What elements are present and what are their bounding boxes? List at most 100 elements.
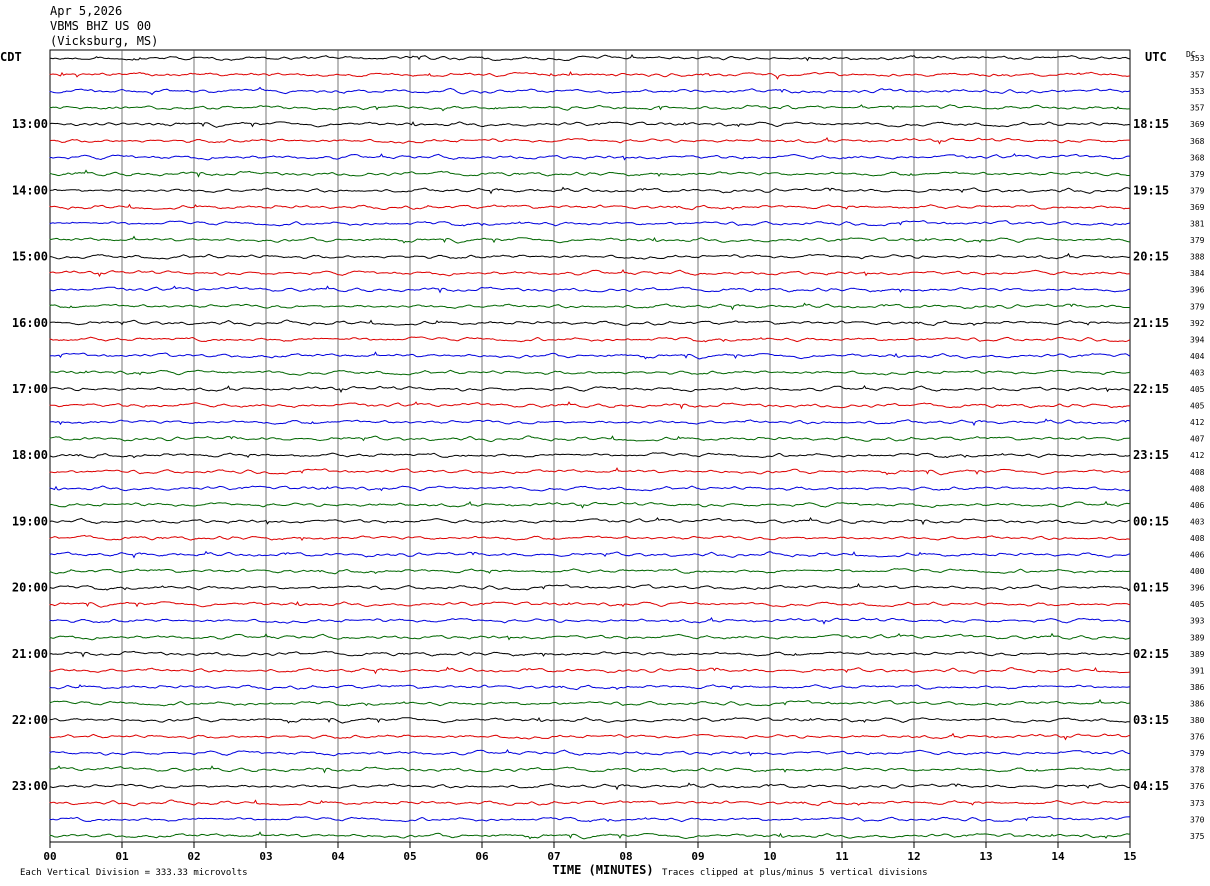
cdt-axis-label: CDT (0, 50, 22, 64)
dc-offset-label: 375 (1190, 832, 1205, 841)
cdt-hour-label: 23:00 (12, 779, 48, 793)
trace-line-37 (49, 666, 1131, 675)
x-tick-label: 04 (331, 850, 345, 863)
x-tick-label: 15 (1123, 850, 1136, 863)
dc-offset-label: 386 (1190, 699, 1205, 708)
dc-offset-label: 388 (1190, 253, 1205, 262)
trace-line-25 (49, 467, 1131, 476)
cdt-hour-label: 16:00 (12, 316, 48, 330)
dc-offset-label: 379 (1190, 749, 1205, 758)
dc-offset-label: 368 (1190, 137, 1205, 146)
x-axis-title: TIME (MINUTES) (552, 863, 653, 877)
dc-offset-label: 391 (1190, 666, 1205, 675)
utc-hour-label: 03:15 (1133, 713, 1169, 727)
trace-line-40 (49, 716, 1131, 724)
dc-offset-label: 403 (1190, 368, 1205, 377)
dc-offset-label: 380 (1190, 716, 1205, 725)
dc-offset-label: 353 (1190, 87, 1205, 96)
dc-offset-label: 379 (1190, 170, 1205, 179)
trace-line-4 (49, 121, 1131, 128)
dc-offset-label: 386 (1190, 683, 1205, 692)
trace-line-18 (49, 351, 1131, 360)
dc-offset-label: 373 (1190, 799, 1205, 808)
trace-line-46 (49, 815, 1131, 823)
dc-offset-label: 406 (1190, 551, 1205, 560)
utc-hour-label: 02:15 (1133, 647, 1169, 661)
dc-offset-label: 407 (1190, 435, 1205, 444)
trace-line-28 (49, 517, 1131, 526)
utc-hour-label: 19:15 (1133, 183, 1169, 197)
trace-line-30 (49, 550, 1131, 559)
cdt-hour-label: 14:00 (12, 183, 48, 197)
trace-line-21 (49, 401, 1131, 410)
traces (49, 54, 1131, 840)
dc-offset-label: 404 (1190, 352, 1205, 361)
utc-hour-label: 01:15 (1133, 581, 1169, 595)
utc-hour-label: 22:15 (1133, 382, 1169, 396)
dc-offset-label: 400 (1190, 567, 1205, 576)
trace-line-7 (49, 169, 1130, 178)
dc-offset-label: 384 (1190, 269, 1205, 278)
dc-offset-label: 412 (1190, 451, 1205, 460)
dc-offset-label: 353 (1190, 54, 1205, 63)
trace-line-0 (49, 54, 1131, 62)
dc-offset-label: 378 (1190, 766, 1205, 775)
dc-offset-label: 405 (1190, 402, 1205, 411)
dc-offset-label: 393 (1190, 617, 1205, 626)
x-tick-label: 14 (1051, 850, 1065, 863)
grid (49, 49, 1131, 848)
trace-line-1 (49, 71, 1131, 80)
dc-offset-label: 389 (1190, 633, 1205, 642)
trace-line-15 (49, 302, 1131, 311)
cdt-hour-label: 18:00 (12, 448, 48, 462)
trace-line-42 (49, 749, 1130, 757)
trace-line-10 (49, 220, 1131, 227)
trace-line-16 (49, 319, 1131, 327)
trace-line-8 (49, 186, 1131, 195)
trace-line-14 (49, 285, 1131, 294)
trace-line-26 (49, 485, 1131, 492)
trace-line-27 (49, 500, 1130, 509)
trace-line-3 (49, 104, 1130, 112)
cdt-hour-label: 15:00 (12, 250, 48, 264)
clipping-note: Traces clipped at plus/minus 5 vertical … (662, 868, 928, 878)
trace-line-43 (49, 765, 1131, 774)
trace-line-47 (49, 831, 1131, 840)
trace-line-19 (49, 369, 1131, 376)
utc-hour-label: 00:15 (1133, 514, 1169, 528)
cdt-hour-label: 20:00 (12, 581, 48, 595)
x-tick-label: 00 (43, 850, 56, 863)
trace-line-39 (49, 698, 1131, 707)
x-tick-label: 13 (979, 850, 992, 863)
trace-line-5 (49, 136, 1130, 145)
date-label: Apr 5,2026 (50, 4, 123, 18)
dc-offset-label: 392 (1190, 319, 1205, 328)
dc-offset-label: 405 (1190, 600, 1205, 609)
trace-line-45 (49, 799, 1131, 807)
dc-offset-label: 370 (1190, 815, 1205, 824)
location-label: (Vicksburg, MS) (50, 34, 159, 48)
cdt-hour-label: 13:00 (12, 117, 48, 131)
trace-line-32 (49, 582, 1131, 592)
dc-column-label: DC (1186, 50, 1196, 59)
dc-offset-label: 357 (1190, 104, 1205, 113)
trace-line-36 (49, 650, 1131, 658)
dc-offset-label: 368 (1190, 153, 1205, 162)
trace-line-2 (49, 86, 1131, 96)
dc-offset-label: 376 (1190, 782, 1205, 791)
x-tick-label: 02 (187, 850, 200, 863)
dc-offset-label: 376 (1190, 733, 1205, 742)
x-tick-label: 08 (619, 850, 632, 863)
dc-offset-label: 369 (1190, 120, 1205, 129)
trace-line-41 (49, 732, 1131, 741)
x-tick-label: 11 (835, 850, 849, 863)
trace-line-9 (49, 203, 1131, 211)
cdt-hour-label: 19:00 (12, 514, 48, 528)
plot-frame (49, 49, 1131, 843)
x-tick-label: 12 (907, 850, 920, 863)
station-label: VBMS BHZ US 00 (50, 19, 152, 33)
x-tick-label: 01 (115, 850, 129, 863)
cdt-hour-label: 21:00 (12, 647, 48, 661)
trace-line-13 (49, 269, 1131, 278)
